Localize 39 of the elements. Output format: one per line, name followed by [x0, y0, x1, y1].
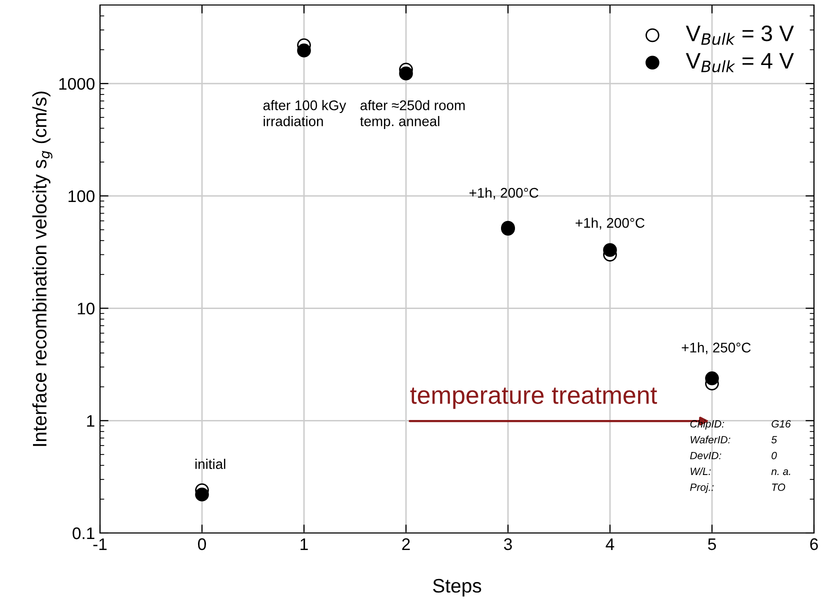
x-tick-label: 1 — [300, 538, 308, 550]
x-tick-label: 3 — [504, 538, 512, 550]
annotation: TO — [772, 484, 786, 491]
annotation: +1h, 200°C — [576, 218, 644, 230]
annotation: ChipID: — [690, 420, 724, 430]
annotation: temperature treatment — [410, 388, 658, 409]
y-tick-label: 1000 — [59, 78, 94, 90]
legend-label: V$_{Bulk}$ = 4 V — [686, 53, 794, 72]
x-tick-label: 0 — [198, 538, 206, 550]
annotation: 0 — [772, 452, 777, 460]
point — [603, 243, 617, 257]
annotation: W/L: — [690, 467, 711, 476]
x-axis-title: Steps — [433, 578, 482, 597]
annotation: WaferID: — [690, 436, 730, 444]
annotation: G16 — [772, 420, 791, 428]
x-tick-label: 4 — [606, 538, 614, 550]
y-tick-label: 10 — [78, 302, 94, 314]
y-axis-title: Interface recombination velocity s$_{g}$ (cm/s) — [32, 92, 52, 446]
annotation: +1h, 250°C — [682, 342, 751, 354]
annotation: after 100 kGy irradiation — [263, 100, 346, 126]
y-tick-label: 100 — [68, 190, 94, 202]
annotation: +1h, 200°C — [469, 188, 538, 200]
point — [399, 66, 413, 80]
annotation: 5 — [771, 436, 777, 444]
annotation: Proj.: — [690, 483, 714, 493]
x-tick-label: 2 — [402, 538, 410, 550]
annotation: initial — [195, 458, 226, 470]
x-tick-label: 6 — [810, 538, 818, 550]
point — [705, 371, 719, 386]
legend-label: V$_{Bulk}$ = 3 V — [686, 26, 794, 45]
annotation: n. a. — [771, 469, 790, 476]
annotation: after ≈250d room temp. anneal — [360, 100, 465, 129]
x-tick-label: 5 — [708, 538, 716, 550]
point — [297, 44, 311, 58]
x-tick-label: -1 — [93, 538, 107, 550]
point — [195, 488, 209, 502]
y-tick-label: 1 — [87, 415, 94, 427]
y-tick-label: 0.1 — [72, 527, 94, 540]
annotation: DevID: — [690, 452, 722, 460]
